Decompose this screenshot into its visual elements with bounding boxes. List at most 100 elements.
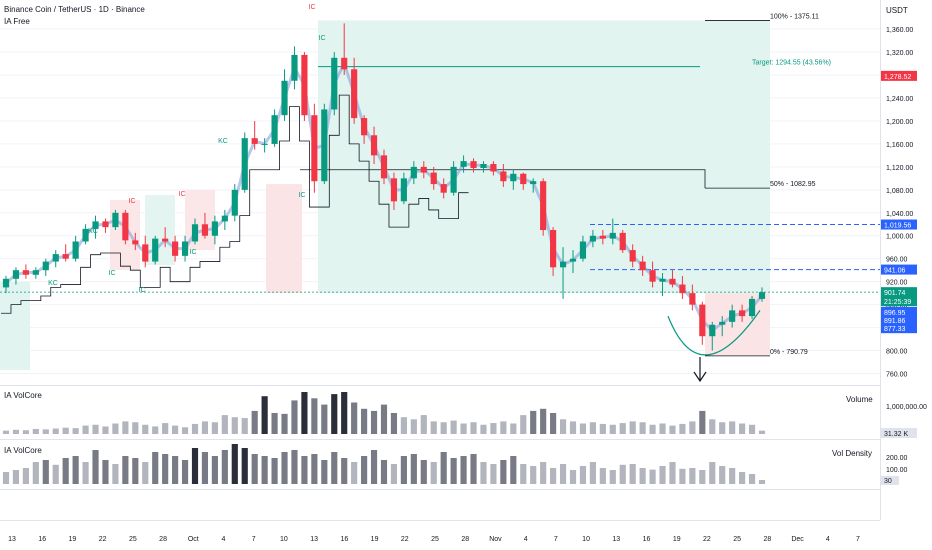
signal-annotation: IC <box>129 198 136 205</box>
candle-down <box>201 224 209 236</box>
volume-bar <box>380 404 388 434</box>
fib-level-label: 100% - 1375.11 <box>770 13 819 20</box>
volume-bar <box>72 428 79 434</box>
time-tick-label: 13 <box>310 536 318 543</box>
volume-bar <box>291 400 298 434</box>
time-tick-label: 28 <box>159 536 167 543</box>
candle-down <box>390 178 398 202</box>
time-axis-separator <box>0 520 880 521</box>
volume-bar <box>460 423 467 434</box>
time-tick-label: 13 <box>612 536 620 543</box>
vol-density-bar <box>62 458 69 484</box>
candle-down <box>311 115 318 182</box>
volume-bar <box>82 425 89 434</box>
candle-up <box>460 161 467 167</box>
volume-bar <box>92 424 99 434</box>
price-badge-label: 901.74 <box>884 290 906 297</box>
fib-level-label: 50% - 1082.95 <box>770 181 816 188</box>
time-tick-label: 22 <box>99 536 107 543</box>
candle-down <box>550 230 557 268</box>
price-axis-border <box>880 0 881 520</box>
vol-density-bar <box>520 464 527 484</box>
volume-bar <box>201 421 209 434</box>
candle-up <box>321 109 328 182</box>
volume-bar <box>42 429 49 434</box>
vol-density-bar <box>619 464 626 484</box>
price-badge-label: 877.33 <box>884 326 906 333</box>
time-tick-label: Nov <box>489 536 502 543</box>
down-arrow-head <box>693 371 707 383</box>
candle-down <box>639 261 646 271</box>
volume-bar <box>22 430 29 434</box>
signal-annotation: KC <box>218 138 228 145</box>
price-tick-label: 1,240.00 <box>886 96 913 103</box>
volume-bar <box>589 422 596 434</box>
price-badge <box>881 323 917 334</box>
candle-down <box>669 278 676 285</box>
stop-zone <box>705 293 770 356</box>
volume-bar <box>550 413 557 434</box>
vol-density-bar <box>748 474 756 484</box>
vol-density-bar <box>72 456 79 484</box>
volume-bar <box>470 422 477 434</box>
candle-up <box>609 232 616 239</box>
time-tick-label: 13 <box>8 536 16 543</box>
highlight-zone <box>0 281 30 368</box>
vol-density-bar <box>510 456 517 484</box>
vol-density-bar <box>22 468 29 484</box>
candle-down <box>102 221 109 228</box>
currency-label[interactable]: USDT <box>886 6 908 15</box>
vol-density-bar <box>251 454 258 484</box>
target-zone <box>318 20 770 294</box>
candle-up <box>291 54 298 81</box>
signal-annotation: IC <box>309 4 316 11</box>
candle-up <box>589 235 596 242</box>
panel-separator-3[interactable] <box>0 489 880 490</box>
candle-up <box>659 278 666 282</box>
volume-bar <box>122 421 129 434</box>
candle-up <box>261 143 268 145</box>
vol-density-tick-label: 100.00 <box>886 467 908 474</box>
volume-bar <box>649 424 656 434</box>
vol-density-bar <box>42 460 49 484</box>
price-tick-label: 1,120.00 <box>886 165 913 172</box>
candle-down <box>301 54 308 116</box>
vol-density-bar <box>450 458 457 484</box>
vol-density-panel-title: IA VolCore <box>4 446 42 455</box>
volume-bar <box>62 427 69 434</box>
volume-bar <box>152 426 159 434</box>
time-tick-label: 22 <box>401 536 409 543</box>
vol-density-bar <box>122 456 129 484</box>
panel-separator-2[interactable] <box>0 439 880 440</box>
vol-density-bar <box>659 466 666 484</box>
volume-bar <box>162 423 169 434</box>
price-badge <box>881 306 917 317</box>
vol-density-bar <box>241 448 248 484</box>
volume-bar <box>420 415 427 434</box>
volume-bar <box>510 423 517 434</box>
volume-bar <box>231 417 238 434</box>
vol-density-bar <box>281 452 288 484</box>
time-tick-label: 4 <box>222 536 226 543</box>
vol-density-bar <box>589 462 596 484</box>
vol-density-bar <box>500 460 507 484</box>
signal-annotation: KC <box>88 228 98 235</box>
vol-density-bar <box>271 458 278 484</box>
candle-down <box>380 155 388 179</box>
candle-up <box>211 221 218 236</box>
volume-bar <box>370 410 378 434</box>
time-tick-label: 28 <box>763 536 771 543</box>
candle-up <box>42 261 49 271</box>
candle-down <box>162 238 169 242</box>
price-badge <box>881 314 917 325</box>
volume-bar <box>729 421 736 434</box>
volume-bar <box>390 413 398 434</box>
volume-bar <box>261 396 268 434</box>
candle-up <box>191 224 199 242</box>
price-badge-label: 941.06 <box>884 268 906 275</box>
candle-down <box>739 310 746 317</box>
candle-up <box>400 178 407 202</box>
panel-separator-1[interactable] <box>0 385 880 386</box>
candle-down <box>420 166 427 173</box>
